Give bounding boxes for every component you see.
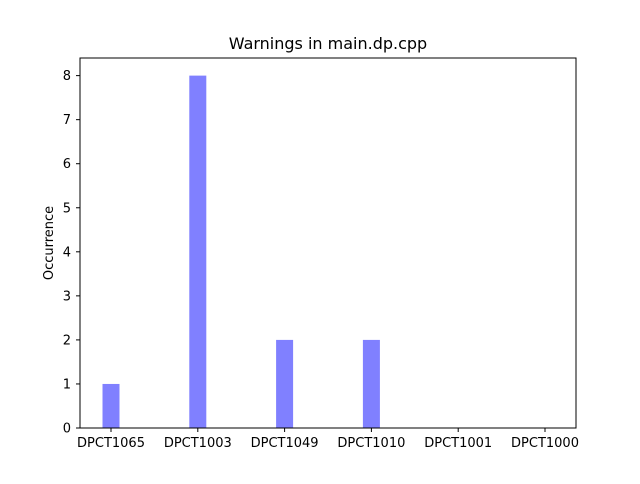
- x-tick-label: DPCT1049: [251, 436, 319, 451]
- y-tick-label: 7: [63, 113, 71, 128]
- bar-dpct1003: [189, 75, 207, 428]
- y-tick-label: 5: [63, 201, 71, 216]
- x-tick-label: DPCT1001: [424, 436, 492, 451]
- bar-dpct1049: [276, 339, 294, 428]
- y-tick-label: 2: [63, 333, 71, 348]
- y-tick-label: 0: [63, 422, 71, 437]
- x-tick-label: DPCT1010: [337, 436, 405, 451]
- x-axis: DPCT1065 DPCT1003 DPCT1049 DPCT1010 DPCT1001…: [77, 428, 579, 451]
- chart-title: Warnings in main.dp.cpp: [229, 34, 427, 53]
- x-tick-label: DPCT1003: [164, 436, 232, 451]
- bar-dpct1065: [102, 383, 120, 428]
- bar-dpct1010: [362, 339, 380, 428]
- y-axis-label: Occurrence: [42, 206, 57, 280]
- plot-frame: [79, 57, 577, 429]
- y-tick-label: 4: [63, 245, 71, 260]
- y-tick-label: 8: [63, 69, 71, 84]
- x-tick-label: DPCT1000: [511, 436, 579, 451]
- y-tick-label: 1: [63, 377, 71, 392]
- y-axis: 0 1 2 3 4 5 6 7 8: [63, 69, 80, 437]
- x-tick-label: DPCT1065: [77, 436, 145, 451]
- y-tick-label: 3: [63, 289, 71, 304]
- y-tick-label: 6: [63, 157, 71, 172]
- bars-layer: [102, 75, 380, 428]
